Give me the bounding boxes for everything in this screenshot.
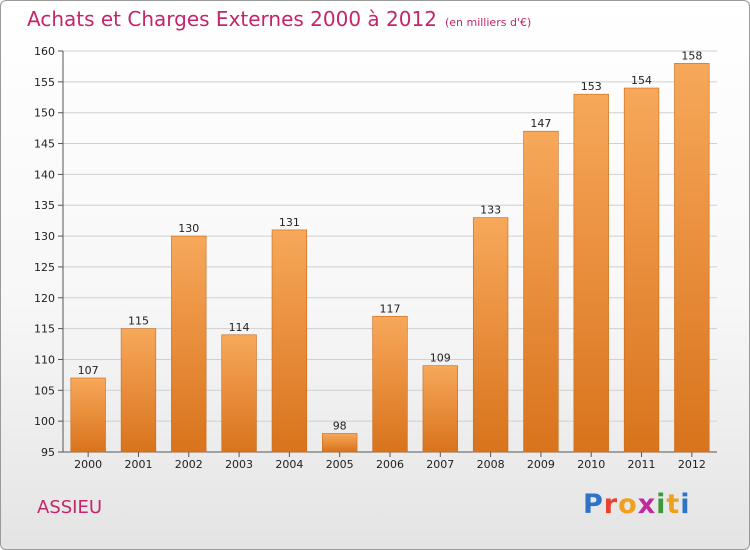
- y-tick-label: 140: [34, 168, 55, 181]
- y-tick-label: 125: [34, 261, 55, 274]
- y-tick-label: 110: [34, 353, 55, 366]
- value-label-2010: 153: [581, 80, 602, 93]
- value-label-2003: 114: [229, 321, 250, 334]
- y-tick-label: 105: [34, 384, 55, 397]
- value-label-2004: 131: [279, 216, 300, 229]
- x-tick-label-2010: 2010: [577, 458, 605, 471]
- bar-2011[interactable]: [623, 87, 660, 453]
- y-tick-label: 115: [34, 323, 55, 336]
- labels: 95 100 105 110 115 120 125 130 135 140 145 150 155 16…: [34, 45, 706, 471]
- y-tick-label: 100: [34, 415, 55, 428]
- bar-2008[interactable]: [472, 217, 509, 453]
- value-label-2012: 158: [681, 49, 702, 62]
- value-label-2000: 107: [78, 364, 99, 377]
- bar-2009[interactable]: [523, 130, 559, 453]
- bar-2000[interactable]: [70, 377, 106, 453]
- bar-2001[interactable]: [120, 328, 157, 453]
- y-tick-label: 135: [34, 199, 55, 212]
- value-label-2008: 133: [480, 204, 501, 217]
- value-label-2005: 98: [333, 419, 347, 432]
- x-tick-label-2004: 2004: [275, 458, 303, 471]
- y-tick-label: 155: [34, 76, 55, 89]
- y-tick-label: 160: [34, 45, 55, 58]
- y-tick-label: 150: [34, 107, 55, 120]
- bar-2004[interactable]: [271, 229, 308, 453]
- bar-2006[interactable]: [372, 315, 408, 453]
- proxiti-logo[interactable]: Proxiti: [583, 489, 691, 520]
- bars: [70, 63, 710, 453]
- bar-2010[interactable]: [573, 93, 609, 453]
- bar-2005[interactable]: [322, 433, 358, 453]
- x-tick-label-2007: 2007: [426, 458, 454, 471]
- x-tick-label-2001: 2001: [124, 458, 152, 471]
- value-label-2009: 147: [530, 117, 551, 130]
- x-tick-label-2002: 2002: [175, 458, 203, 471]
- chart-subtitle: (en milliers d'€): [444, 16, 532, 29]
- x-tick-label-2006: 2006: [376, 458, 404, 471]
- x-tick-label-2009: 2009: [527, 458, 555, 471]
- value-label-2007: 109: [430, 352, 451, 365]
- x-tick-label-2000: 2000: [74, 458, 102, 471]
- bar-2002[interactable]: [171, 235, 207, 453]
- value-label-2002: 130: [178, 222, 199, 235]
- y-tick-label: 95: [41, 446, 55, 459]
- bar-2003[interactable]: [221, 334, 257, 453]
- bar-2012[interactable]: [674, 63, 710, 453]
- x-tick-label-2012: 2012: [678, 458, 706, 471]
- value-label-2011: 154: [631, 74, 652, 87]
- chart-title-text: Achats et Charges Externes 2000 à 2012: [27, 7, 437, 31]
- y-tick-label: 130: [34, 230, 55, 243]
- y-tick-label: 145: [34, 138, 55, 151]
- chart-title: Achats et Charges Externes 2000 à 2012 (e…: [27, 7, 531, 31]
- value-label-2001: 115: [128, 315, 149, 328]
- x-tick-label-2011: 2011: [628, 458, 656, 471]
- commune-name: ASSIEU: [37, 497, 103, 518]
- value-label-2006: 117: [380, 302, 401, 315]
- bar-2007[interactable]: [422, 365, 458, 453]
- x-tick-label-2008: 2008: [477, 458, 505, 471]
- x-tick-label-2005: 2005: [326, 458, 354, 471]
- x-tick-label-2003: 2003: [225, 458, 253, 471]
- y-tick-label: 120: [34, 292, 55, 305]
